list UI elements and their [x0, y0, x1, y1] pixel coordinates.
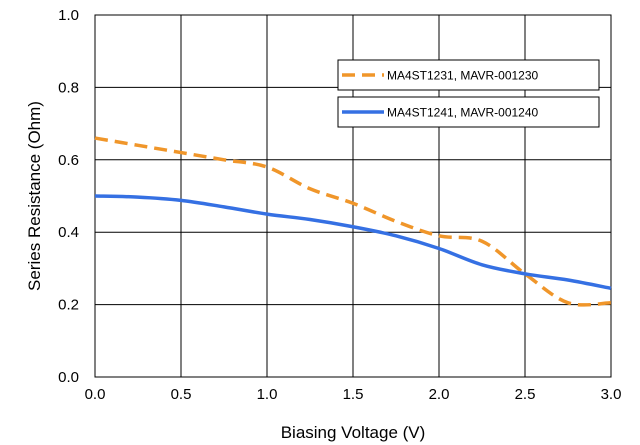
x-tick-label: 2.5 — [515, 386, 536, 403]
y-tick-labels: 0.0 0.2 0.4 0.6 0.8 1.0 — [58, 7, 79, 386]
x-tick-label: 1.0 — [257, 386, 278, 403]
x-tick-label: 0.5 — [171, 386, 192, 403]
x-tick-label: 3.0 — [601, 386, 622, 403]
x-axis-title: Biasing Voltage (V) — [281, 423, 426, 442]
y-tick-label: 0.0 — [58, 369, 79, 386]
y-axis-title: Series Resistance (Ohm) — [25, 101, 44, 291]
legend-box-1 — [337, 59, 600, 91]
y-tick-label: 1.0 — [58, 7, 79, 24]
y-tick-label: 0.8 — [58, 79, 79, 96]
x-tick-label: 1.5 — [343, 386, 364, 403]
y-tick-label: 0.2 — [58, 297, 79, 314]
legend-label-series-1: MA4ST1231, MAVR-001230 — [387, 69, 539, 83]
y-tick-label: 0.4 — [58, 224, 79, 241]
series-group — [94, 136, 612, 307]
legend: MA4ST1231, MAVR-001230 MA4ST1241, MAVR-0… — [337, 59, 600, 128]
x-tick-labels: 0.0 0.5 1.0 1.5 2.0 2.5 3.0 — [85, 386, 622, 403]
legend-label-series-2: MA4ST1241, MAVR-001240 — [387, 106, 539, 120]
y-tick-label: 0.6 — [58, 152, 79, 169]
x-tick-label: 0.0 — [85, 386, 106, 403]
series-line-2 — [94, 194, 612, 291]
x-tick-label: 2.0 — [429, 386, 450, 403]
series-line-1 — [94, 136, 612, 307]
